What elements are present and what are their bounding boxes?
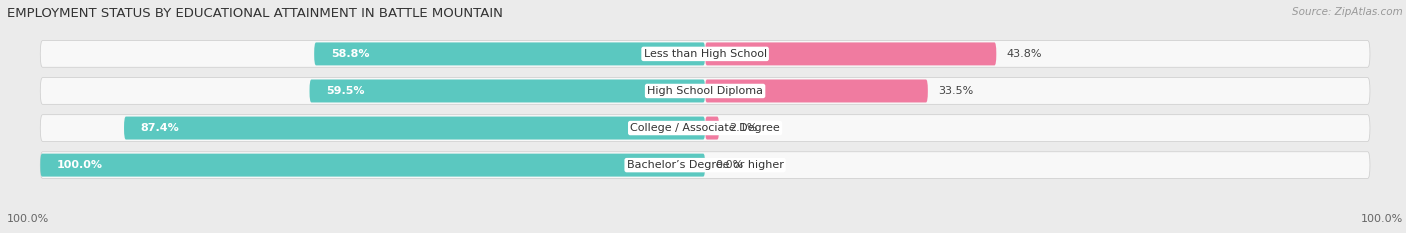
Text: 58.8%: 58.8% <box>330 49 370 59</box>
Text: High School Diploma: High School Diploma <box>647 86 763 96</box>
Text: Source: ZipAtlas.com: Source: ZipAtlas.com <box>1292 7 1403 17</box>
Text: 87.4%: 87.4% <box>141 123 180 133</box>
Text: 100.0%: 100.0% <box>7 214 49 224</box>
Text: 59.5%: 59.5% <box>326 86 364 96</box>
FancyBboxPatch shape <box>706 42 997 65</box>
FancyBboxPatch shape <box>706 79 928 103</box>
Text: Less than High School: Less than High School <box>644 49 766 59</box>
FancyBboxPatch shape <box>41 78 1369 104</box>
Text: 33.5%: 33.5% <box>938 86 973 96</box>
Text: College / Associate Degree: College / Associate Degree <box>630 123 780 133</box>
FancyBboxPatch shape <box>706 116 718 140</box>
FancyBboxPatch shape <box>309 79 706 103</box>
Text: 2.1%: 2.1% <box>730 123 758 133</box>
FancyBboxPatch shape <box>41 115 1369 141</box>
Text: Bachelor’s Degree or higher: Bachelor’s Degree or higher <box>627 160 783 170</box>
Text: 100.0%: 100.0% <box>56 160 103 170</box>
FancyBboxPatch shape <box>314 42 706 65</box>
Text: 0.0%: 0.0% <box>716 160 744 170</box>
Text: EMPLOYMENT STATUS BY EDUCATIONAL ATTAINMENT IN BATTLE MOUNTAIN: EMPLOYMENT STATUS BY EDUCATIONAL ATTAINM… <box>7 7 503 20</box>
Text: 43.8%: 43.8% <box>1007 49 1042 59</box>
FancyBboxPatch shape <box>41 154 706 177</box>
FancyBboxPatch shape <box>124 116 706 140</box>
FancyBboxPatch shape <box>41 41 1369 67</box>
Text: 100.0%: 100.0% <box>1361 214 1403 224</box>
FancyBboxPatch shape <box>41 152 1369 178</box>
